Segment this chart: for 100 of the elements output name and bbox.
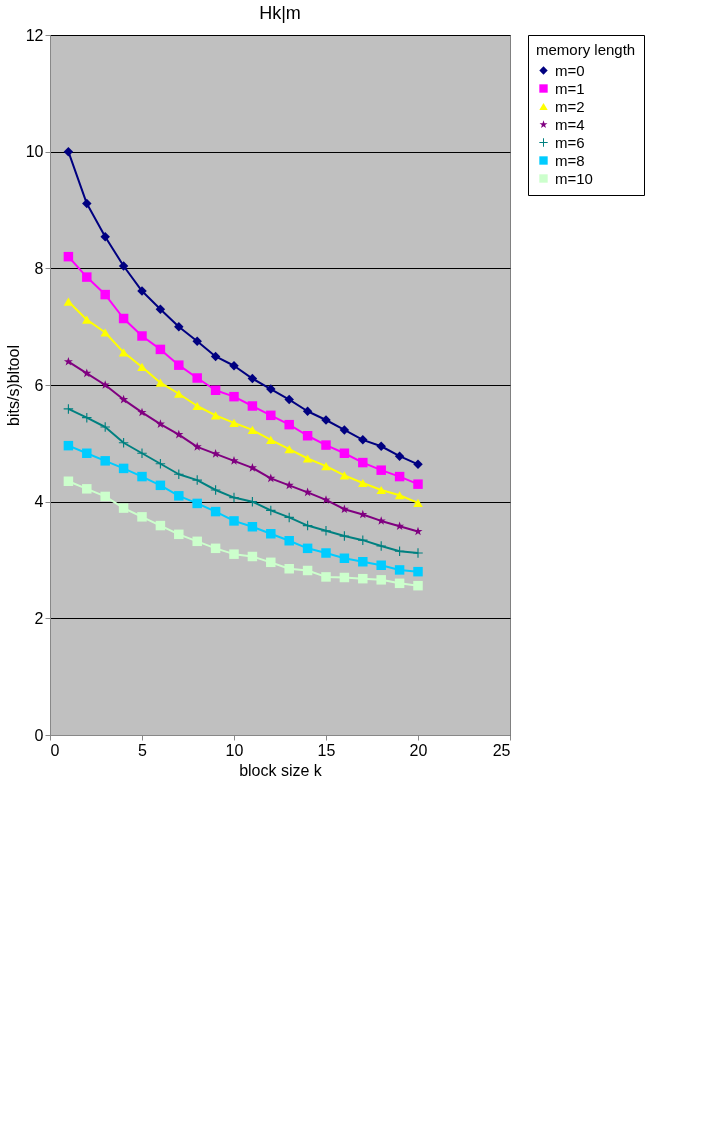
point bbox=[339, 448, 350, 458]
point bbox=[100, 422, 110, 432]
point bbox=[174, 429, 184, 439]
point bbox=[63, 251, 74, 262]
point bbox=[284, 536, 294, 546]
x-tick-label: 15 bbox=[317, 741, 336, 759]
point bbox=[210, 351, 221, 362]
point bbox=[137, 407, 147, 417]
point bbox=[394, 578, 405, 589]
point bbox=[266, 410, 276, 421]
point bbox=[229, 456, 239, 465]
x-tick-label: 20 bbox=[409, 741, 428, 759]
legend-label: m=10 bbox=[555, 169, 593, 187]
point bbox=[192, 475, 202, 485]
point bbox=[302, 565, 313, 576]
x-tick-label: 25 bbox=[492, 741, 511, 759]
legend-label: m=6 bbox=[555, 133, 585, 151]
point bbox=[100, 232, 110, 242]
point bbox=[247, 522, 258, 532]
point bbox=[192, 536, 202, 547]
chart-title: Hk|m bbox=[259, 3, 301, 23]
point bbox=[210, 506, 221, 517]
point bbox=[174, 469, 184, 479]
point bbox=[155, 304, 166, 314]
point bbox=[266, 505, 276, 516]
point bbox=[192, 401, 202, 411]
point bbox=[284, 419, 294, 430]
point bbox=[394, 491, 405, 500]
point bbox=[63, 440, 74, 451]
point bbox=[321, 440, 331, 450]
point bbox=[413, 479, 423, 489]
point bbox=[413, 548, 423, 558]
point bbox=[229, 492, 239, 503]
point bbox=[137, 512, 147, 522]
point bbox=[100, 328, 110, 337]
point bbox=[413, 580, 423, 591]
legend-label: m=1 bbox=[555, 79, 585, 97]
point bbox=[266, 557, 276, 568]
point bbox=[376, 560, 386, 570]
point bbox=[247, 425, 258, 435]
point bbox=[284, 564, 294, 574]
point bbox=[321, 495, 331, 504]
point bbox=[358, 557, 368, 567]
point bbox=[192, 336, 202, 346]
point bbox=[247, 373, 258, 384]
point bbox=[100, 456, 110, 466]
point bbox=[82, 315, 92, 324]
point bbox=[284, 445, 294, 454]
legend-label: m=2 bbox=[555, 97, 585, 115]
point bbox=[229, 418, 239, 428]
point bbox=[284, 512, 294, 523]
legend-label: m=0 bbox=[555, 61, 585, 79]
point bbox=[210, 485, 221, 495]
point bbox=[376, 575, 386, 585]
point bbox=[100, 289, 110, 300]
point bbox=[155, 520, 166, 531]
point bbox=[137, 362, 147, 372]
legend-label: m=4 bbox=[555, 115, 585, 133]
point bbox=[339, 504, 349, 514]
point bbox=[174, 389, 184, 398]
point bbox=[82, 198, 92, 209]
point bbox=[247, 401, 258, 411]
y-tick-label: 12 bbox=[25, 26, 44, 44]
point bbox=[82, 368, 92, 378]
point bbox=[321, 526, 331, 536]
point bbox=[192, 442, 202, 451]
point bbox=[118, 348, 129, 357]
point bbox=[137, 331, 147, 341]
y-tick-label: 0 bbox=[34, 726, 44, 744]
y-tick-label: 8 bbox=[34, 259, 44, 277]
point bbox=[174, 360, 184, 370]
point bbox=[82, 484, 92, 494]
point bbox=[266, 384, 276, 394]
y-tick-label: 2 bbox=[34, 609, 44, 627]
point bbox=[119, 394, 129, 404]
point bbox=[358, 457, 368, 468]
y-tick-label: 6 bbox=[34, 376, 44, 394]
point bbox=[413, 566, 423, 577]
point bbox=[63, 146, 74, 157]
point bbox=[100, 380, 110, 389]
point bbox=[302, 543, 313, 554]
point bbox=[82, 272, 92, 282]
point bbox=[358, 535, 368, 545]
point bbox=[266, 473, 276, 483]
point bbox=[174, 321, 184, 332]
point bbox=[376, 465, 386, 475]
point bbox=[339, 471, 350, 480]
point bbox=[376, 441, 386, 451]
x-tick-label: 10 bbox=[225, 741, 244, 759]
point bbox=[229, 549, 239, 559]
point bbox=[395, 521, 405, 530]
point bbox=[339, 553, 350, 563]
point bbox=[155, 378, 166, 387]
point bbox=[137, 448, 147, 458]
point bbox=[100, 491, 110, 502]
point bbox=[394, 451, 405, 461]
point bbox=[284, 394, 294, 405]
point bbox=[358, 573, 368, 584]
point bbox=[339, 572, 350, 583]
point bbox=[376, 541, 386, 551]
